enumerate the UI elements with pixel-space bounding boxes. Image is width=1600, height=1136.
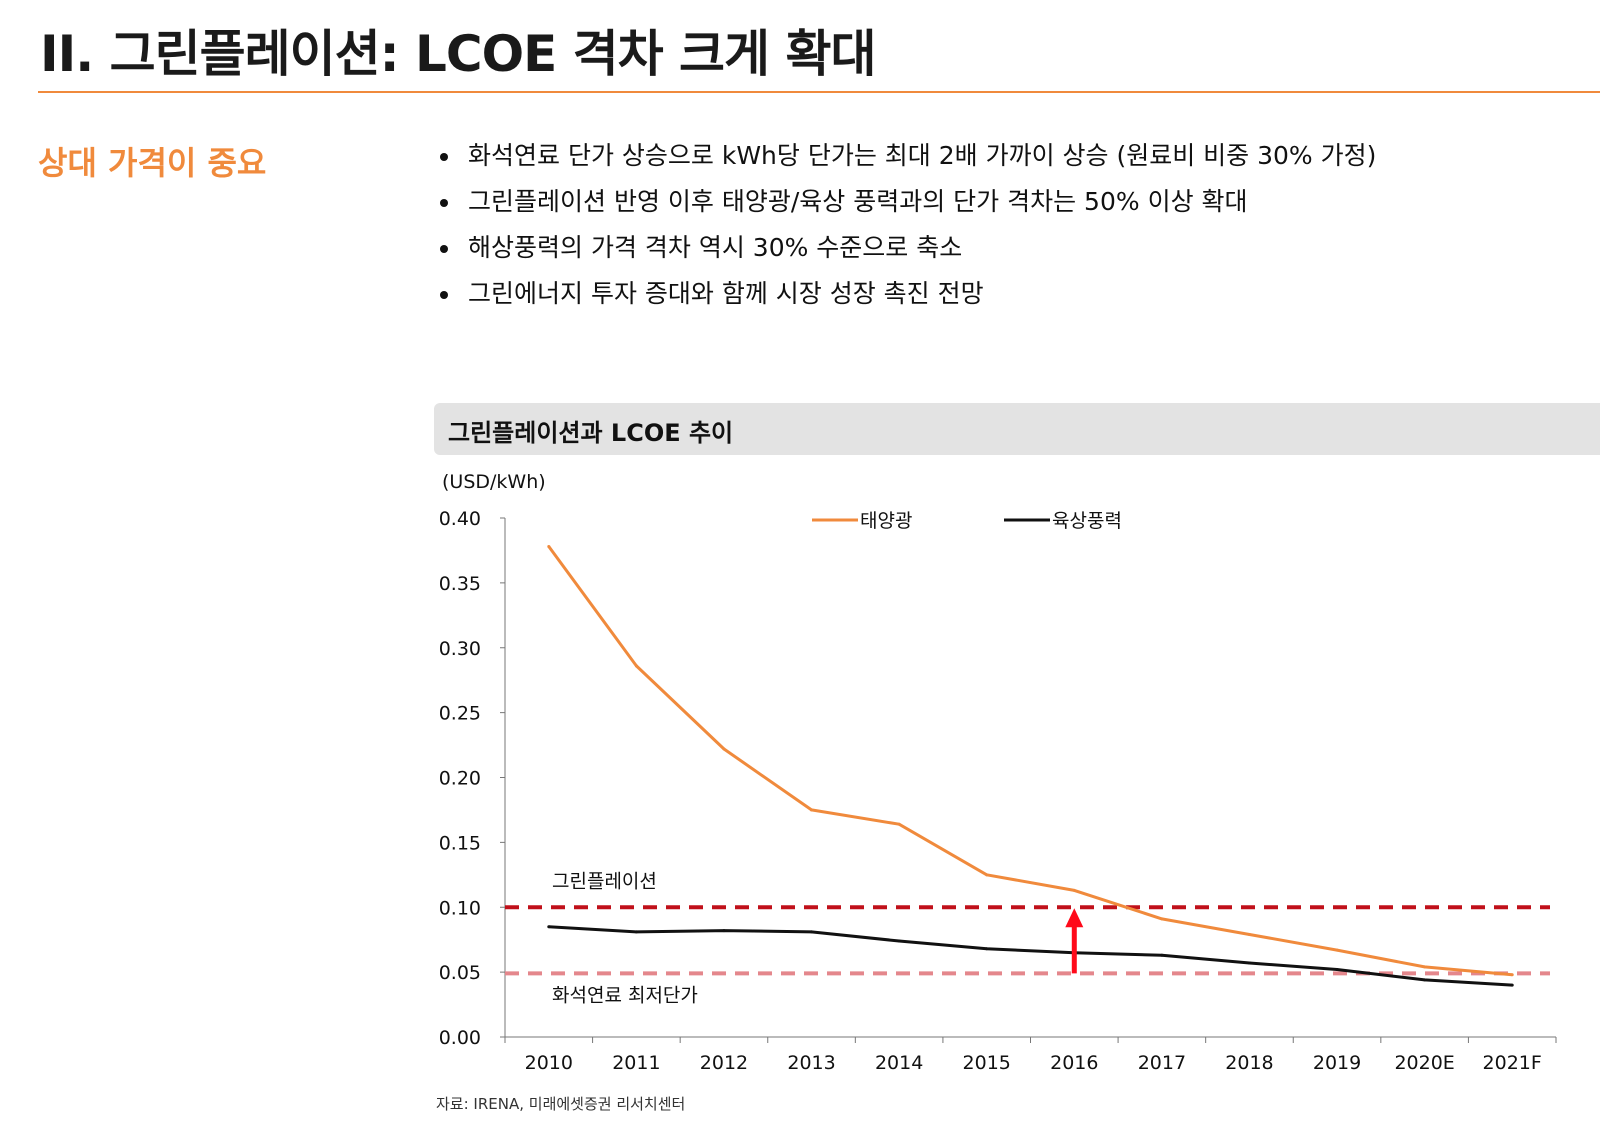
solar-point [1423, 965, 1427, 969]
onshore-wind-series-line [548, 925, 1513, 987]
x-tick-label: 2018 [1225, 1052, 1273, 1074]
solar-point [1247, 932, 1251, 936]
solar-point [1510, 973, 1514, 977]
x-tick-label: 2010 [525, 1052, 573, 1074]
solar-point [547, 545, 551, 549]
solar-point [810, 808, 814, 812]
onshore-wind-point [1335, 968, 1339, 972]
onshore-wind-point [897, 939, 901, 943]
x-tick-label: 2020E [1394, 1052, 1454, 1074]
chart-header: 그린플레이션과 LCOE 추이 [434, 403, 1600, 455]
y-tick-label: 0.40 [439, 508, 481, 530]
y-axis-unit: (USD/kWh) [442, 471, 546, 493]
legend-solar-label: 태양광 [860, 510, 912, 532]
y-tick-label: 0.30 [439, 638, 481, 660]
x-tick-label: 2019 [1313, 1052, 1361, 1074]
x-tick-label: 2011 [612, 1052, 660, 1074]
bullet-item: 그린에너지 투자 증대와 함께 시장 성장 촉진 전망 [440, 274, 1376, 320]
x-tick-label: 2016 [1050, 1052, 1098, 1074]
x-tick-label: 2021F [1483, 1052, 1542, 1074]
x-tick-label: 2012 [700, 1052, 748, 1074]
greenflation-label: 그린플레이션 [552, 870, 657, 892]
y-tick-label: 0.00 [439, 1027, 481, 1049]
solar-series-line [547, 545, 1513, 977]
bullet-item: 해상풍력의 가격 격차 역시 30% 수준으로 축소 [440, 228, 1376, 274]
solar-point [985, 873, 989, 877]
onshore-wind-point [722, 929, 726, 933]
section-heading: 상대 가격이 중요 [38, 144, 267, 182]
title-divider [38, 91, 1600, 93]
solar-point [722, 747, 726, 751]
solar-point [634, 664, 638, 668]
y-tick-label: 0.10 [439, 897, 481, 919]
gap-arrow-head [1065, 908, 1084, 928]
source-note: 자료: IRENA, 미래에셋증권 리서치센터 [436, 1095, 686, 1113]
y-tick-label: 0.25 [439, 703, 481, 725]
y-tick-label: 0.20 [439, 768, 481, 790]
x-tick-label: 2015 [963, 1052, 1011, 1074]
solar-point [1335, 948, 1339, 952]
solar-point [1160, 917, 1164, 921]
onshore-wind-point [985, 947, 989, 951]
onshore-wind-point [1160, 953, 1164, 957]
bullet-item: 화석연료 단가 상승으로 kWh당 단가는 최대 2배 가까이 상승 (원료비 … [440, 136, 1376, 182]
bullet-item: 그린플레이션 반영 이후 태양광/육상 풍력과의 단가 격차는 50% 이상 확… [440, 182, 1376, 228]
onshore-wind-point [634, 930, 638, 934]
chart-title: 그린플레이션과 LCOE 추이 [448, 419, 734, 447]
y-tick-label: 0.05 [439, 962, 481, 984]
x-tick-label: 2013 [787, 1052, 835, 1074]
legend-onshore-wind-label: 육상풍력 [1052, 510, 1122, 532]
y-tick-label: 0.15 [439, 832, 481, 854]
onshore-wind-point [810, 930, 814, 934]
solar-point [1072, 888, 1076, 892]
fossil-fuel-label: 화석연료 최저단가 [552, 984, 698, 1006]
onshore-wind-point [1510, 983, 1514, 987]
x-tick-label: 2014 [875, 1052, 923, 1074]
x-tick-label: 2017 [1138, 1052, 1186, 1074]
onshore-wind-point [1247, 961, 1251, 965]
onshore-wind-point [547, 925, 551, 929]
y-tick-label: 0.35 [439, 573, 481, 595]
onshore-wind-point [1423, 978, 1427, 982]
bullet-list: 화석연료 단가 상승으로 kWh당 단가는 최대 2배 가까이 상승 (원료비 … [440, 136, 1376, 320]
page-title: II. 그린플레이션: LCOE 격차 크게 확대 [40, 25, 876, 83]
solar-point [897, 822, 901, 826]
